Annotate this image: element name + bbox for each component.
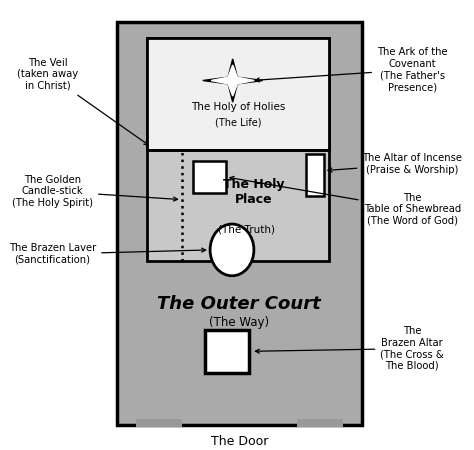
Text: The
Table of Shewbread
(The Word of God): The Table of Shewbread (The Word of God) [230,176,461,226]
Bar [192,161,226,193]
Bar [306,153,324,196]
Polygon shape [211,65,254,96]
Text: (The Truth): (The Truth) [218,225,275,235]
Bar [205,330,249,373]
Bar [117,22,362,425]
Text: The Veil
(taken away
in Christ): The Veil (taken away in Christ) [18,58,148,145]
Bar [147,38,329,149]
Text: The Outer Court: The Outer Court [157,295,321,313]
Ellipse shape [210,224,254,276]
Text: The Holy of Holies: The Holy of Holies [191,102,285,112]
Bar [147,38,329,261]
Text: (The Life): (The Life) [215,118,262,128]
Text: The Golden
Candle-stick
(The Holy Spirit): The Golden Candle-stick (The Holy Spirit… [12,175,178,208]
Text: The
Brazen Altar
(The Cross &
The Blood): The Brazen Altar (The Cross & The Blood) [255,326,444,371]
Text: The Ark of the
Covenant
(The Father's
Presence): The Ark of the Covenant (The Father's Pr… [255,47,447,92]
Text: (The Way): (The Way) [209,316,269,329]
Text: The Altar of Incense
(Praise & Worship): The Altar of Incense (Praise & Worship) [328,153,462,175]
Bar [297,418,343,427]
Text: The Brazen Laver
(Sanctification): The Brazen Laver (Sanctification) [9,243,206,265]
Text: The Holy
Place: The Holy Place [223,178,284,206]
Text: The Door: The Door [210,435,268,448]
Bar [136,418,182,427]
Polygon shape [203,59,263,102]
